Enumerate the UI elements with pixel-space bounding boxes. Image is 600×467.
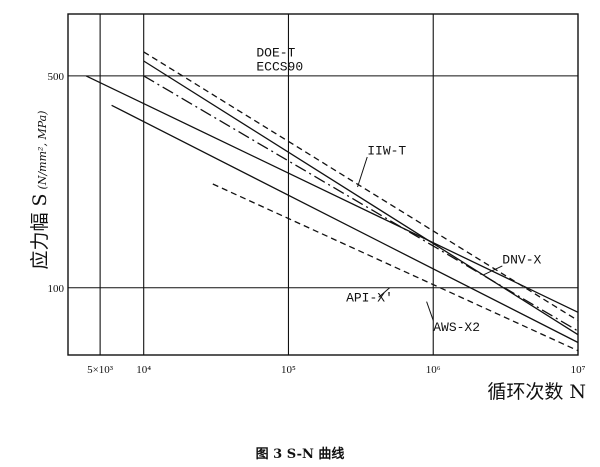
plot-frame (67, 13, 579, 356)
series-line-iiw-t (143, 75, 579, 332)
svg-text:应力幅 S(N/mm², MPa): 应力幅 S (N/mm², MPa) (29, 111, 51, 270)
series-line-aws-x2 (212, 183, 579, 352)
leader-line (357, 156, 368, 188)
series-line-api-x- (111, 104, 579, 344)
y-tick-label: 100 (48, 283, 65, 295)
annotation-dnv-x: DNV-X (502, 253, 541, 268)
x-axis-title: 循环次数 N (487, 381, 586, 403)
y-axis-label: 应力幅 S (29, 193, 51, 269)
annotation-aws-x2: AWS-X2 (433, 320, 480, 335)
annotation-iiw-t: IIW-T (367, 144, 406, 159)
annotation-doe-t: DOE-T (256, 45, 295, 60)
x-tick-label: 10⁵ (281, 364, 296, 376)
series-lines (85, 51, 579, 352)
leader-line (426, 301, 434, 321)
x-tick-label: 10⁴ (136, 364, 151, 376)
figure-caption: 图 3 S-N 曲线 (256, 446, 345, 462)
x-tick-label: 10⁷ (571, 364, 586, 376)
leader-line (482, 265, 503, 276)
series-line-dnv-x (85, 75, 579, 313)
y-axis-title: 应力幅 S (N/mm², MPa) (29, 111, 51, 270)
y-tick-label: 500 (48, 71, 65, 83)
annotation-api-x-: API-X' (346, 291, 393, 306)
leader-line (378, 287, 390, 298)
x-tick-label: 5×10³ (87, 364, 114, 376)
grid-lines (68, 14, 578, 355)
tick-labels: 5×10³ 10⁴ 10⁵ 10⁶ 10⁷ 500 100 (48, 71, 586, 376)
y-axis-unit: (N/mm², MPa) (36, 111, 49, 190)
series-line-eccs90 (143, 51, 579, 322)
x-tick-label: 10⁶ (426, 364, 441, 376)
annotation-eccs90: ECCS90 (256, 60, 303, 75)
